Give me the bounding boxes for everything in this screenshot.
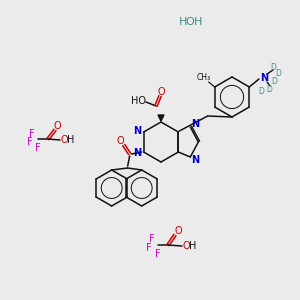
Text: O: O <box>53 121 61 131</box>
Text: N: N <box>260 73 268 83</box>
Text: D: D <box>271 76 277 85</box>
Text: D: D <box>258 86 264 95</box>
Text: O: O <box>186 17 194 27</box>
Text: O: O <box>60 135 68 145</box>
Text: D: D <box>275 68 281 77</box>
Text: H: H <box>67 135 75 145</box>
Text: O: O <box>117 136 124 146</box>
Text: H: H <box>179 17 187 27</box>
Polygon shape <box>158 115 164 121</box>
Text: F: F <box>27 137 33 147</box>
Text: N: N <box>191 119 200 129</box>
Text: D: D <box>266 85 272 94</box>
Text: F: F <box>149 234 155 244</box>
Text: F: F <box>155 249 161 259</box>
Text: O: O <box>157 87 165 97</box>
Text: HO: HO <box>131 96 146 106</box>
Text: H: H <box>189 241 197 251</box>
Text: D: D <box>270 62 276 71</box>
Text: CH₃: CH₃ <box>196 74 211 82</box>
Text: N: N <box>134 148 142 158</box>
Text: F: F <box>29 129 35 139</box>
Text: N: N <box>191 155 200 165</box>
Text: O: O <box>174 226 182 236</box>
Text: H: H <box>194 17 202 27</box>
Text: O: O <box>182 241 190 251</box>
Text: N: N <box>134 126 142 136</box>
Text: F: F <box>35 143 41 153</box>
Text: F: F <box>146 243 152 253</box>
